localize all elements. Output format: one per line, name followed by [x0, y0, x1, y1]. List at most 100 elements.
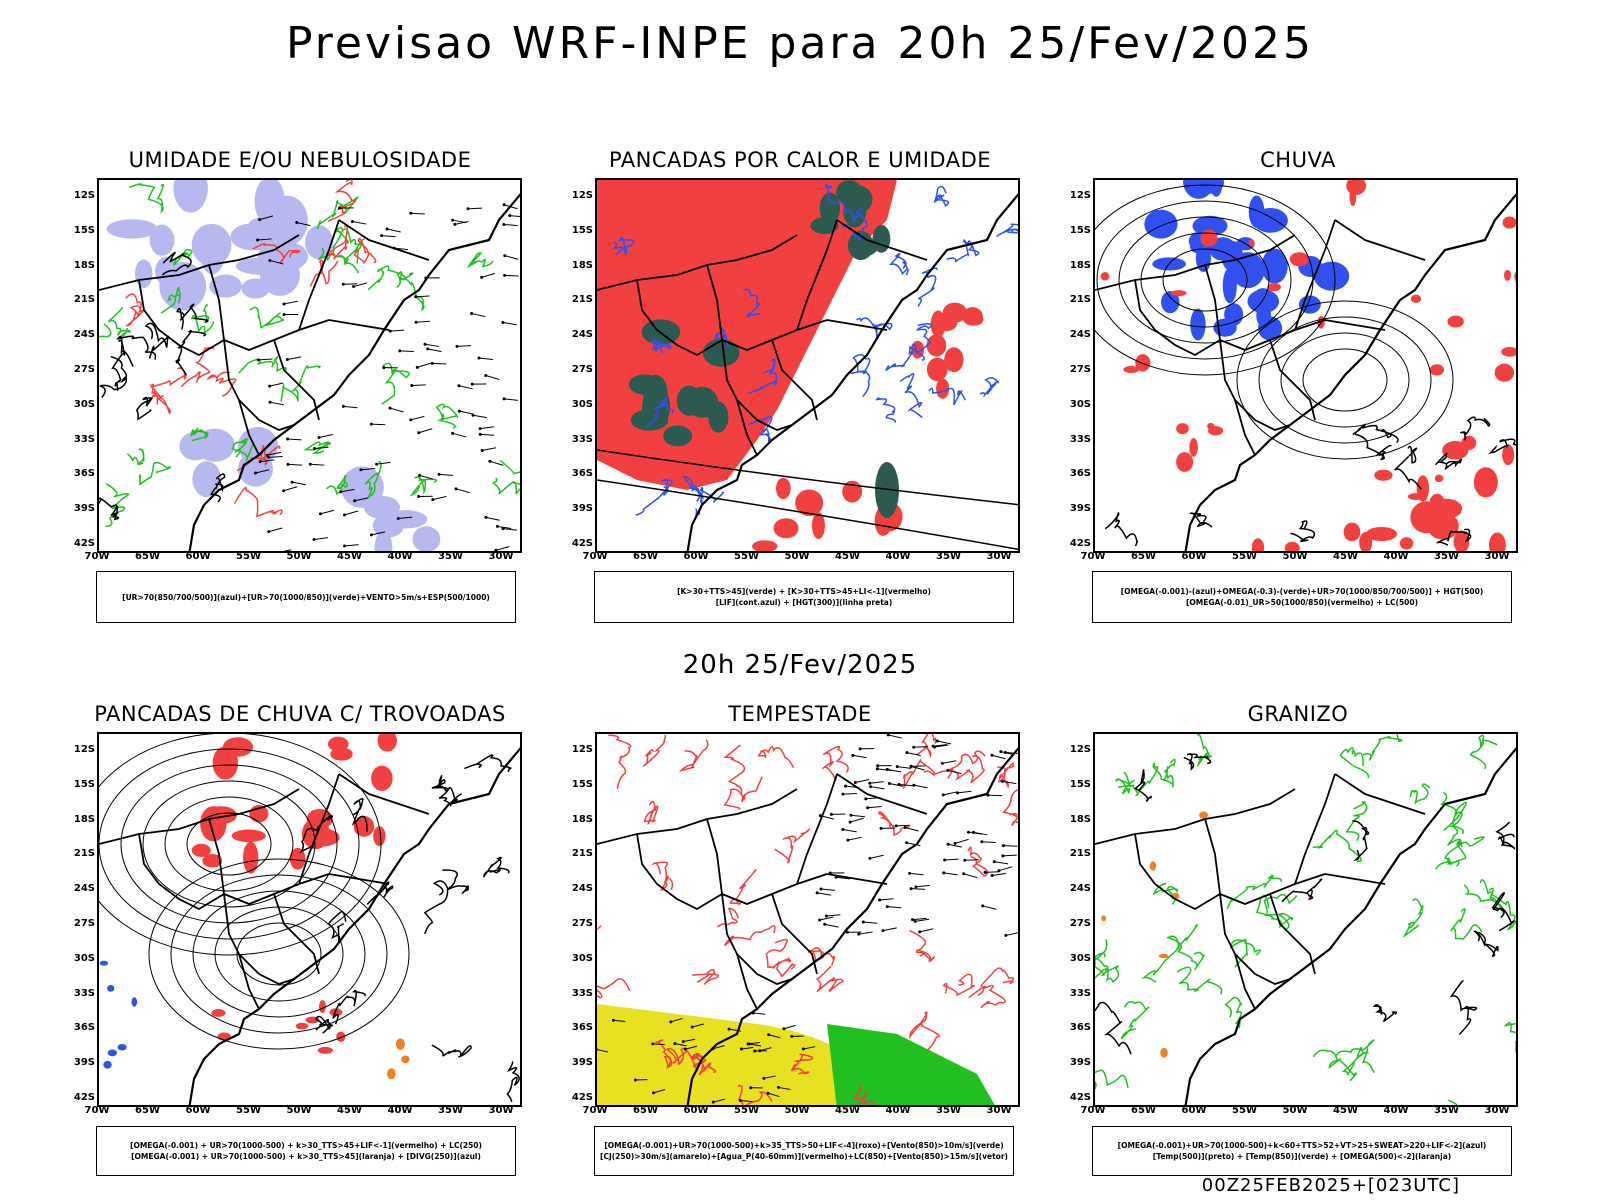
- wind-vector-head: [815, 891, 819, 895]
- wind-vector-head: [824, 914, 828, 918]
- streamline: [170, 874, 388, 1034]
- field-patch: [752, 540, 778, 551]
- contour-line: [748, 358, 778, 394]
- streamline: [142, 780, 316, 908]
- field-patch: [1100, 271, 1110, 281]
- longitude-label: 60W: [683, 551, 709, 562]
- field-patch: [230, 223, 277, 251]
- longitude-label: 50W: [1282, 551, 1308, 562]
- wind-vector-head: [905, 841, 909, 845]
- contour-line: [1449, 980, 1478, 1036]
- state-border: [208, 818, 260, 975]
- wind-vector-head: [762, 1076, 766, 1080]
- wind-vector-head: [739, 1047, 743, 1051]
- wind-vector: [850, 814, 866, 818]
- wind-vector: [740, 1100, 753, 1103]
- wind-vector: [417, 362, 431, 368]
- contour-line: [1117, 762, 1163, 797]
- wind-vector: [416, 320, 431, 323]
- longitude-label: 50W: [286, 1105, 312, 1116]
- wind-vector-head: [727, 1027, 731, 1031]
- wind-vector: [957, 790, 972, 794]
- map-canvas: [99, 180, 520, 551]
- wind-vector-head: [911, 918, 915, 922]
- wind-vector: [847, 836, 862, 841]
- contour-line: [1402, 898, 1424, 938]
- field-patch: [1176, 452, 1194, 472]
- contour-line: [149, 383, 171, 415]
- contour-line: [499, 459, 520, 475]
- wind-vector-head: [258, 218, 262, 222]
- field-patch: [1346, 180, 1366, 196]
- legend-text: [OMEGA(-0.001)+UR>70(1000-500)+k<60+TTS>…: [1117, 1141, 1487, 1150]
- contour-line: [309, 259, 339, 287]
- wind-vector: [415, 295, 430, 298]
- wind-vector: [824, 923, 839, 928]
- wind-vector: [340, 488, 355, 493]
- wind-vector-head: [953, 841, 957, 845]
- contour-line: [299, 815, 334, 854]
- contour-line: [899, 372, 923, 419]
- wind-vector-head: [382, 366, 386, 370]
- state-border: [298, 773, 340, 885]
- streamline: [120, 764, 338, 924]
- state-border: [771, 339, 818, 421]
- contour-line: [1479, 879, 1516, 931]
- wind-vector: [1003, 845, 1018, 847]
- wind-vector: [912, 917, 927, 921]
- wind-vector-head: [895, 765, 899, 769]
- latitude-label: 39S: [571, 1057, 593, 1069]
- contour-line: [885, 345, 926, 372]
- wind-vector: [390, 329, 405, 332]
- contour-line: [327, 180, 356, 223]
- contour-line: [126, 448, 145, 466]
- wind-vector-head: [471, 413, 475, 417]
- longitude-label: 50W: [1282, 1105, 1308, 1116]
- longitude-labels: 70W 65W 60W 55W 50W 45W 40W 35W 30W: [85, 551, 522, 565]
- field-patch: [1453, 530, 1470, 551]
- latitude-label: 15S: [1069, 778, 1091, 790]
- wind-vector: [472, 414, 487, 419]
- wind-vector: [458, 385, 473, 390]
- wind-vector: [485, 516, 500, 521]
- state-border: [338, 773, 430, 815]
- streamline: [1236, 300, 1454, 460]
- latitude-label: 30S: [73, 398, 95, 410]
- contour-line: [682, 476, 704, 503]
- longitude-label: 65W: [1131, 551, 1156, 562]
- latitude-label: 27S: [571, 918, 593, 929]
- state-border: [1324, 873, 1386, 885]
- wind-vector-head: [350, 220, 354, 224]
- streamline: [1258, 316, 1432, 444]
- wind-vector: [376, 461, 391, 465]
- contour-line: [160, 286, 181, 314]
- contour-line: [690, 1052, 707, 1072]
- wind-vector: [906, 842, 921, 847]
- field-patch: [1374, 469, 1393, 481]
- contour-line: [1104, 512, 1139, 547]
- field-patch: [795, 489, 824, 517]
- wind-vector-head: [946, 842, 950, 846]
- wind-vector-head: [857, 932, 861, 936]
- field-patch: [1429, 493, 1445, 514]
- wind-vector-head: [398, 349, 402, 353]
- contour-line: [396, 271, 425, 312]
- wind-vector: [410, 415, 425, 421]
- contour-line: [249, 306, 285, 329]
- legend-box: [K>30+TTS>45](verde) + [K>30+TTS>45+LI<-…: [594, 571, 1014, 623]
- state-border: [1254, 973, 1291, 985]
- state-border: [1294, 219, 1336, 331]
- field-patch: [1365, 526, 1398, 542]
- wind-vector-head: [673, 1042, 677, 1046]
- field-patch: [1504, 269, 1512, 281]
- contour-line: [946, 239, 980, 263]
- wind-vector-head: [782, 1027, 786, 1031]
- wind-vector: [683, 1038, 696, 1043]
- contour-line: [851, 1083, 875, 1105]
- contour-line: [635, 478, 673, 516]
- coastline: [1184, 193, 1516, 551]
- wind-vector-head: [478, 432, 482, 436]
- state-border: [1204, 264, 1256, 421]
- field-patch: [1494, 363, 1515, 382]
- wind-vector: [354, 497, 369, 502]
